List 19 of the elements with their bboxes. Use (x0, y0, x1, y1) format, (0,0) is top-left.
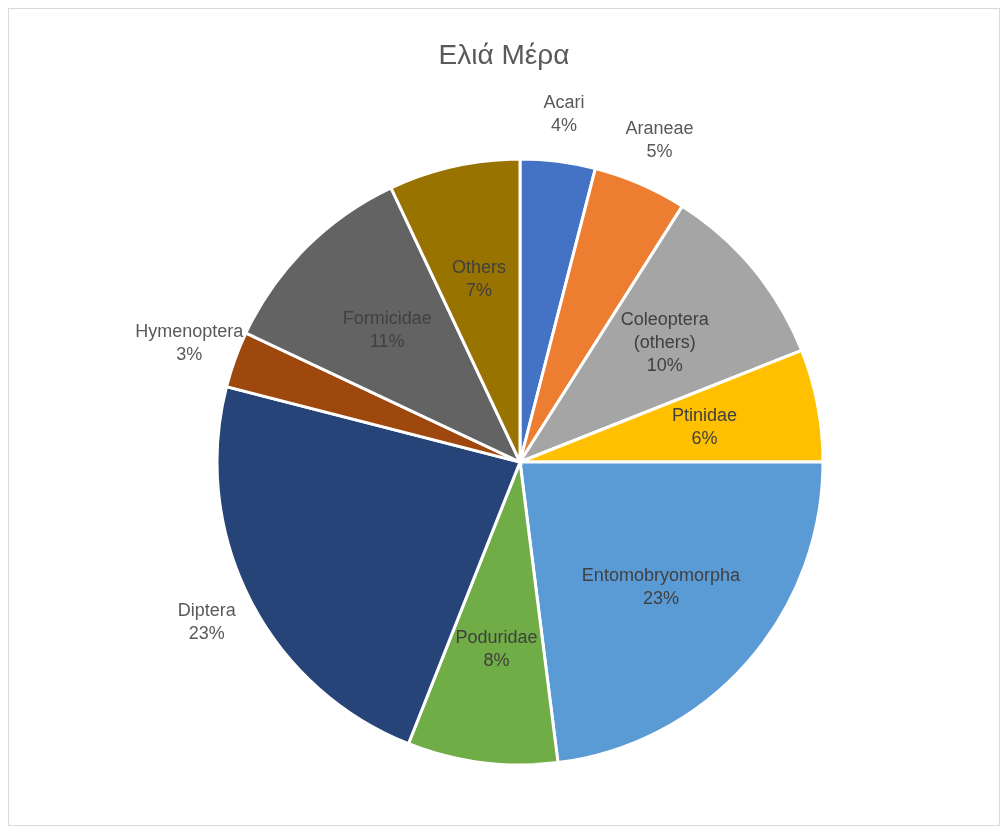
slice-label: Hymenoptera (135, 321, 245, 342)
data-label: 23% (188, 623, 225, 644)
data-label: 10% (646, 355, 683, 376)
data-label: 4% (551, 114, 578, 135)
slice-label: Poduridae (455, 626, 538, 647)
data-label: 23% (642, 587, 679, 608)
slice-label: Coleoptera (others) (620, 309, 710, 353)
slice-label: Others (452, 257, 507, 278)
slice-label: Ptinidae (672, 405, 738, 426)
data-label: 3% (176, 344, 203, 365)
data-label: 7% (466, 280, 493, 301)
slice-label: Diptera (177, 600, 237, 621)
slice-label: Araneae (625, 117, 694, 138)
data-label: 5% (646, 140, 673, 161)
data-label: 6% (691, 428, 718, 449)
data-label: 8% (483, 649, 510, 670)
slice-label: Acari (543, 91, 585, 112)
slice-label: Entomobryomorpha (581, 564, 741, 585)
chart-title: Ελιά Μέρα (437, 39, 571, 71)
